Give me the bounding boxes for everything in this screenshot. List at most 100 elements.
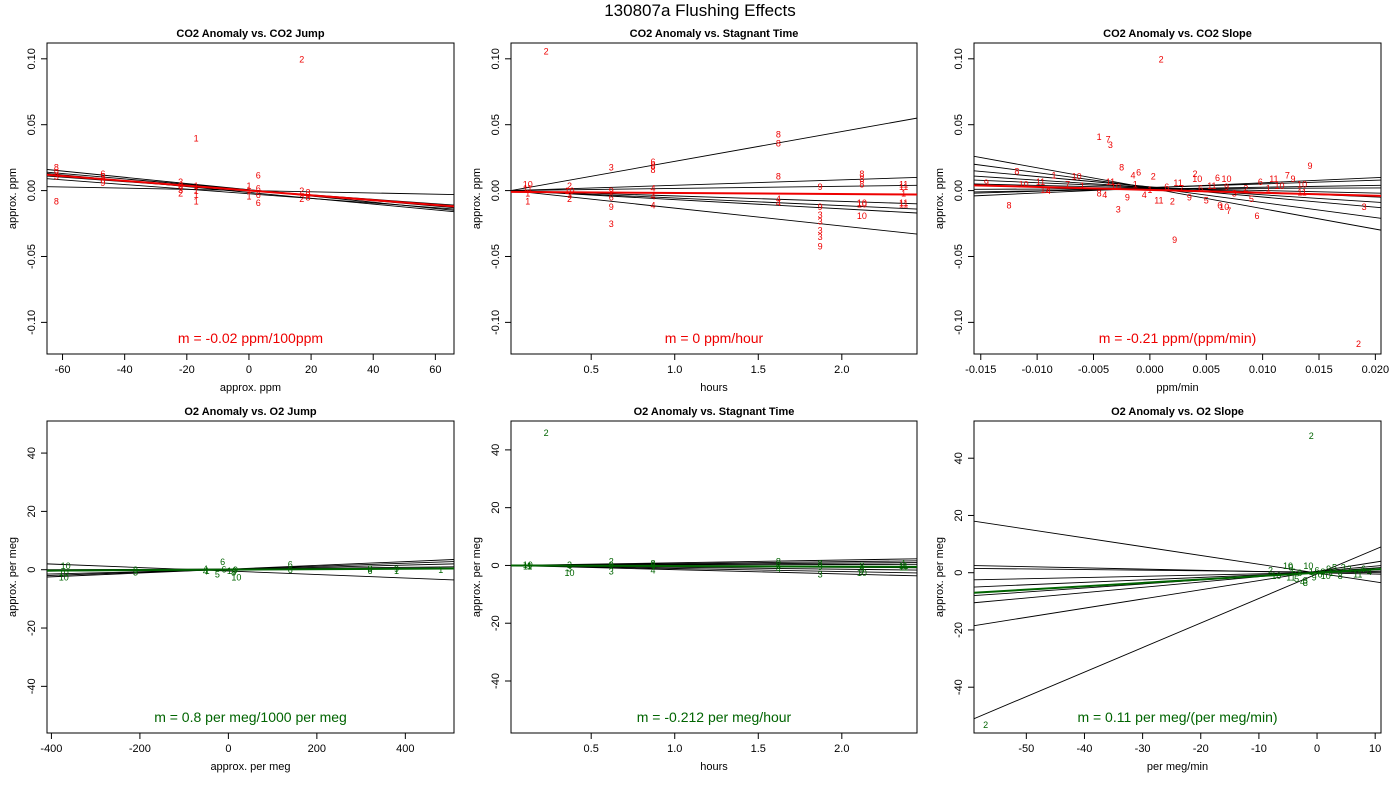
data-point: 6 [1258,177,1263,187]
data-point: 6 [1315,565,1320,575]
data-point: 3 [818,570,823,580]
plot-area: 218938656938321111111666622398 [47,54,454,213]
overall-fit-line [974,567,1381,594]
data-point: 11 [523,562,532,572]
data-point: 4 [203,564,208,574]
data-point: 11 [899,198,908,208]
panel-title: CO2 Anomaly vs. Stagnant Time [630,28,799,40]
y-axis: -40 -20 0 20 40 [26,447,47,694]
y-tick-label: 0 [26,567,38,573]
data-point: 2 [1192,169,1197,179]
data-point: 11 [1036,177,1045,187]
data-point: 8 [776,139,781,149]
data-point: 3 [609,567,614,577]
data-point: 6 [1254,211,1259,221]
y-tick-label: 0 [490,562,502,568]
x-tick-label: 10 [1369,743,1381,755]
x-tick-label: 60 [429,364,441,376]
data-point: 6 [1361,564,1366,574]
fit-line [511,190,917,235]
fit-line [974,176,1381,197]
data-point: 6 [651,157,656,167]
x-tick-label: -400 [40,743,62,755]
data-point: 9 [1288,562,1293,572]
x-tick-label: -10 [1251,743,1267,755]
data-point: 3 [818,232,823,242]
data-point: 1 [525,189,530,199]
data-point: 8 [231,568,236,578]
x-tick-label: 1.0 [667,743,682,755]
x-axis: -400 -200 0 200 400 [40,732,415,755]
y-axis: -0.10 -0.05 0.00 0.05 0.10 [953,48,974,335]
y-tick-label: 20 [490,502,502,514]
data-point: 4 [776,564,781,574]
data-point: 4 [651,565,656,575]
y-axis: -40 -20 0 20 40 [953,452,974,695]
plot-area: 2217398810111141710184111083946141211629… [974,54,1381,349]
y-axis: -40 -20 0 20 40 [490,444,511,689]
data-point: 6 [256,170,261,180]
data-point: 2 [299,186,304,196]
data-point: 8 [1119,162,1124,172]
y-tick-label: 0 [953,570,965,576]
data-point: 4 [203,567,208,577]
data-point: 6 [256,190,261,200]
x-tick-label: -40 [1077,743,1093,755]
data-point: 3 [178,177,183,187]
panel-title: CO2 Anomaly vs. CO2 Jump [176,28,324,40]
x-tick-label: -60 [55,364,71,376]
data-point: 10 [1321,571,1331,581]
data-point: 9 [859,565,864,575]
panel-3: CO2 Anomaly vs. CO2 Slope-0.015 -0.010 -0.… [934,28,1389,394]
data-point: 11 [1297,187,1306,197]
data-point: 9 [1291,174,1296,184]
data-point: 2 [567,181,572,191]
y-tick-label: 0.00 [490,180,502,201]
data-point: 2 [178,189,183,199]
data-point: 4 [1300,577,1305,587]
x-tick-label: -50 [1018,743,1034,755]
panel-title: O2 Anomaly vs. O2 Jump [184,406,317,418]
data-point: 10 [1192,174,1202,184]
x-tick-label: 0 [225,743,231,755]
data-point: 1 [1329,568,1334,578]
fit-line [47,178,454,210]
plot-frame [46,420,455,734]
y-axis-label: approx. ppm [934,168,946,229]
figure-title: 130807a Flushing Effects [604,1,796,20]
x-tick-label: -20 [1193,743,1209,755]
data-point: 8 [859,169,864,179]
data-point: 5 [1294,574,1299,584]
x-tick-label: 400 [396,743,414,755]
data-point: 7 [1106,135,1111,145]
panel-title: O2 Anomaly vs. O2 Slope [1111,406,1244,418]
data-point: 1 [1080,181,1085,191]
data-point: 11 [1269,174,1278,184]
data-point: 10 [59,568,69,578]
data-point: 2 [983,720,988,730]
data-point: 11 [1286,573,1295,583]
data-point: 3 [1303,578,1308,588]
data-point: 10 [857,198,867,208]
data-point: 10 [523,180,533,190]
data-point: 9 [1224,182,1229,192]
data-point: 8 [54,197,59,207]
plot-area: 22210109116584331019668109158321164 [974,431,1381,730]
data-point: 9 [54,168,59,178]
data-point: 6 [256,183,261,193]
data-point: 4 [651,191,656,201]
fit-line [511,190,917,210]
data-point: 3 [305,187,310,197]
overall-fit-line [511,190,917,196]
x-tick-label: 1.5 [751,364,766,376]
data-point: 3 [178,185,183,195]
data-point: 10 [857,199,867,209]
fit-line [511,184,917,192]
data-point: 2 [567,194,572,204]
data-point: 8 [1014,166,1019,176]
data-point: 10 [564,568,574,578]
data-point: 2 [1151,172,1156,182]
x-tick-label: 0 [1314,743,1320,755]
data-point: 10 [1219,202,1229,212]
y-tick-label: 0.00 [26,180,38,201]
